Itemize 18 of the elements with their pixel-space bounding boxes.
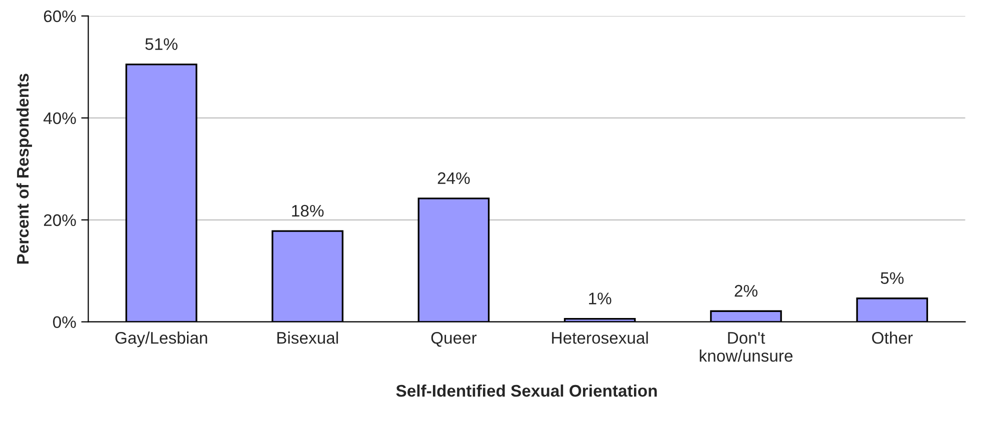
- x-tick-label: Gay/Lesbian: [115, 332, 208, 348]
- x-axis-title: Self-Identified Sexual Orientation: [396, 384, 657, 397]
- y-tick-label: 40%: [44, 112, 76, 124]
- y-tick-label: 60%: [44, 10, 76, 22]
- x-tick-label: Don't know/unsure: [700, 332, 792, 362]
- x-tick-label: Queer: [431, 332, 477, 347]
- data-label: 51%: [145, 38, 178, 50]
- data-label: 1%: [589, 292, 612, 304]
- x-tick-label: Bisexual: [277, 332, 338, 344]
- x-tick-label: Heterosexual: [552, 332, 648, 344]
- y-tick-label: 0%: [53, 316, 76, 328]
- y-axis-title: Percent of Respondents: [16, 74, 32, 264]
- data-label: 2%: [734, 284, 758, 297]
- data-label: 24%: [438, 172, 470, 184]
- data-label: 18%: [292, 204, 324, 217]
- data-label: 5%: [880, 272, 904, 284]
- y-tick-label: 20%: [44, 214, 76, 226]
- x-tick-label: Other: [872, 332, 913, 344]
